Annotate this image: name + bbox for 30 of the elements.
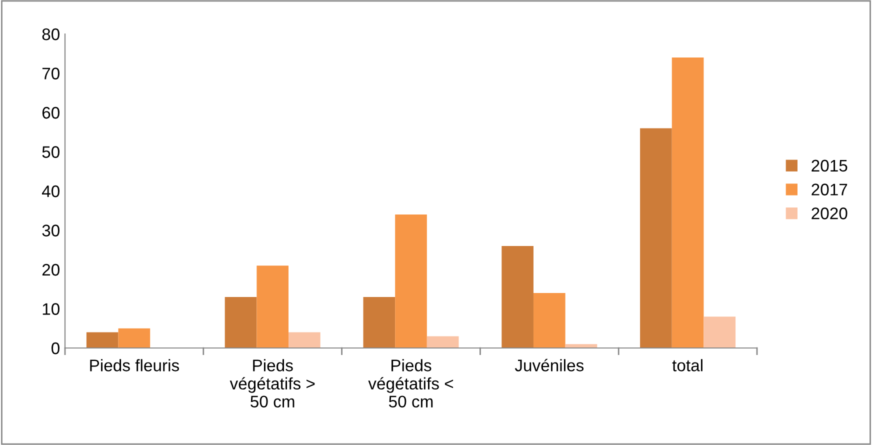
bar (256, 266, 289, 348)
x-tick-label: Juvéniles (514, 358, 584, 372)
bar (640, 128, 672, 348)
y-tick-label: 70 (42, 68, 60, 80)
bar (86, 332, 118, 348)
y-tick-label: 10 (42, 303, 60, 315)
y-tick-label: 80 (42, 28, 60, 40)
y-tick-label: 20 (42, 264, 60, 276)
bar (363, 296, 396, 348)
bar (224, 296, 257, 348)
bar (672, 58, 704, 348)
y-tick-label: 60 (42, 106, 60, 119)
legend-label: 2020 (812, 208, 848, 220)
y-tick-label: 50 (42, 146, 60, 158)
y-tick-label: 0 (52, 342, 60, 354)
legend-label: 2017 (812, 184, 848, 196)
y-tick-label: 40 (42, 185, 60, 198)
y-tick-label: 30 (42, 224, 60, 236)
bar (502, 246, 534, 348)
x-tick-label: Pieds végétatifs < 50 cm (368, 359, 454, 408)
bar (395, 214, 427, 348)
x-tick-label: Pieds végétatifs > 50 cm (230, 359, 315, 408)
x-tick-label: Pieds fleuris (90, 359, 179, 372)
bar (118, 328, 150, 348)
x-tick-label: total (672, 359, 702, 372)
legend-label: 2015 (812, 160, 848, 172)
bar (426, 336, 459, 348)
bar (704, 316, 736, 348)
bar (288, 332, 320, 348)
bar (533, 293, 566, 348)
